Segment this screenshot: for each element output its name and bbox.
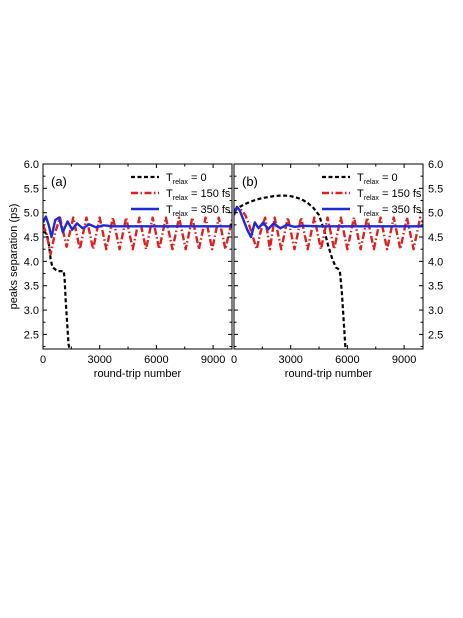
legend-label-main: T (357, 188, 364, 200)
y-tick-label: 3.5 (24, 281, 39, 293)
legend-label-1: Trelax = 0 (166, 172, 207, 186)
y-axis-label: peaks separation (ps) (8, 204, 20, 310)
legend-label-subscript: relax (364, 179, 380, 186)
x-axis-label: round-trip number (94, 368, 182, 380)
x-tick-label: 0 (231, 354, 237, 366)
legend-label-3: Trelax = 350 fs (357, 204, 422, 218)
y-tick-label: 2.5 (24, 329, 39, 341)
legend-label-value: = 150 fs (188, 188, 231, 200)
legend-label-subscript: relax (364, 211, 380, 218)
y-tick-label: 4.0 (428, 256, 443, 268)
legend-label-3: Trelax = 350 fs (166, 204, 231, 218)
y-tick-label: 4.5 (24, 232, 39, 244)
y-tick-label: 4.0 (24, 256, 39, 268)
legend-label-2: Trelax = 150 fs (357, 188, 422, 202)
panel-label: (a) (51, 174, 67, 189)
series-group (43, 215, 232, 349)
legend-label-value: = 350 fs (379, 204, 422, 216)
x-tick-label: 3000 (87, 354, 111, 366)
series-line-1 (234, 194, 347, 349)
y-tick-label: 6.0 (428, 159, 443, 171)
series-line-2 (234, 206, 423, 251)
x-tick-label: 6000 (335, 354, 359, 366)
legend-label-main: T (357, 204, 364, 216)
legend-label-main: T (166, 188, 173, 200)
series-line-3 (43, 215, 232, 239)
legend-label-value: = 350 fs (188, 204, 231, 216)
panel-label: (b) (242, 174, 258, 189)
x-tick-label: 6000 (144, 354, 168, 366)
legend-label-main: T (166, 204, 173, 216)
y-tick-label: 2.5 (428, 329, 443, 341)
legend-label-subscript: relax (173, 195, 189, 202)
series-line-2 (43, 216, 232, 256)
series-group (234, 194, 423, 349)
y-tick-label: 5.0 (24, 208, 39, 220)
series-line-1 (43, 231, 71, 349)
series-line-3 (234, 205, 423, 239)
legend-label-1: Trelax = 0 (357, 172, 398, 186)
legend-label-subscript: relax (173, 179, 189, 186)
legend-label-2: Trelax = 150 fs (166, 188, 231, 202)
x-tick-label: 9000 (201, 354, 225, 366)
legend-label-value: = 0 (188, 172, 207, 184)
y-tick-label: 5.5 (428, 183, 443, 195)
y-tick-label: 4.5 (428, 232, 443, 244)
panel-a: 0 3000 6000 9000 2.5 3.0 3.5 4.0 4.5 5.0 5.5 6.0 rou… (8, 159, 233, 380)
y-tick-label: 5.5 (24, 183, 39, 195)
y-tick-label: 3.5 (428, 281, 443, 293)
x-axis-label: round-trip number (285, 368, 373, 380)
plot-frame (233, 163, 424, 350)
legend-label-value: = 0 (379, 172, 398, 184)
y-tick-label: 3.0 (24, 305, 39, 317)
legend-label-main: T (166, 172, 173, 184)
legend-label-subscript: relax (364, 195, 380, 202)
x-tick-label: 9000 (392, 354, 416, 366)
x-tick-label: 3000 (278, 354, 302, 366)
legend-label-main: T (357, 172, 364, 184)
y-tick-label: 3.0 (428, 305, 443, 317)
legend-label-subscript: relax (173, 211, 189, 218)
y-tick-label: 5.0 (428, 208, 443, 220)
y-tick-label: 6.0 (24, 159, 39, 171)
plot-frame (42, 163, 233, 350)
x-tick-label: 0 (40, 354, 46, 366)
panel-b: 0 3000 6000 9000 2.5 3.0 3.5 4.0 4.5 5.0 5.5 6.0 rou… (231, 159, 443, 380)
legend-label-value: = 150 fs (379, 188, 422, 200)
